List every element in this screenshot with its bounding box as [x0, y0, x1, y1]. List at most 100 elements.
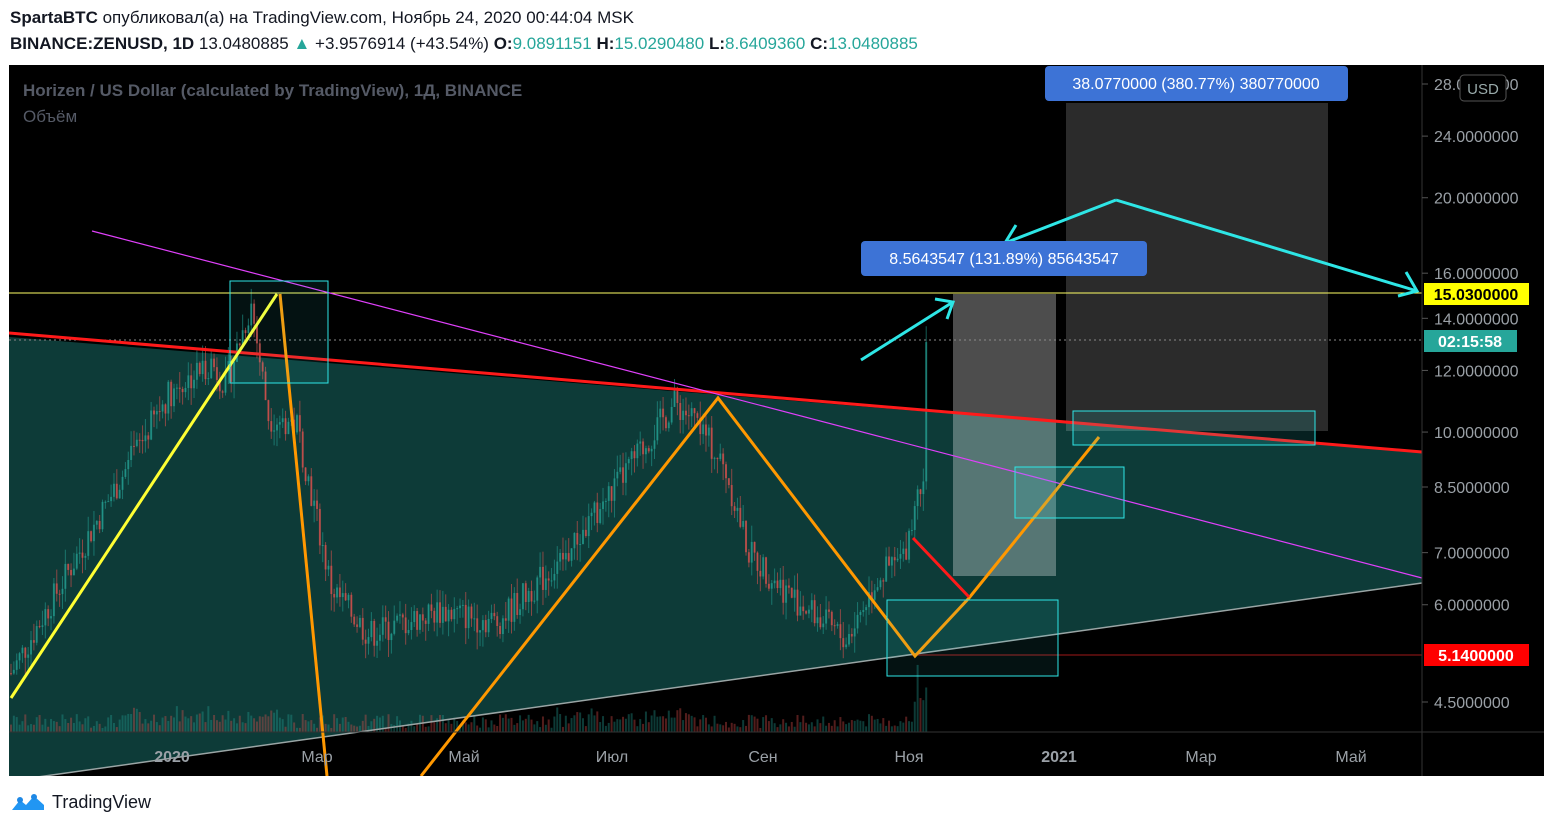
candle-body [193, 379, 196, 389]
candle-body [15, 660, 18, 670]
volume-bar [745, 725, 748, 732]
target-box-2[interactable] [1072, 410, 1316, 446]
resistance-trendline[interactable] [8, 331, 1423, 454]
volume-bar [38, 715, 41, 732]
price-tick-label: 24.0000000 [1434, 129, 1519, 146]
volume-bar [118, 719, 121, 732]
yellow-impulse-line[interactable] [9, 293, 279, 699]
volume-bar [710, 726, 713, 732]
volume-bar [876, 718, 879, 732]
candle-body [750, 541, 753, 563]
candle-body [384, 617, 387, 622]
candle-body [530, 591, 533, 602]
target-box-1[interactable] [1014, 466, 1125, 519]
volume-bar [896, 726, 899, 732]
breakout-line[interactable] [911, 536, 971, 599]
volume-bar [150, 720, 153, 732]
volume-bar [316, 727, 319, 732]
candle-body [467, 606, 470, 629]
candle-body [333, 594, 336, 598]
candle-body [656, 417, 659, 441]
volume-bar [50, 718, 53, 732]
volume-bar [905, 716, 908, 732]
author-name[interactable]: SpartaBTC [10, 8, 98, 27]
candle-body [310, 476, 313, 506]
support-trendline[interactable] [8, 582, 1423, 782]
candle-body [653, 440, 656, 449]
volume-bar [573, 715, 576, 732]
candle-body [61, 588, 64, 595]
candle-body [865, 607, 868, 611]
volume-bar [81, 724, 84, 732]
volume-bar [190, 716, 193, 732]
time-axis[interactable]: 2020 Мар Май Июл Сен Ноя 2021 Мар Май [154, 749, 1366, 766]
currency-button[interactable]: USD [1459, 74, 1507, 102]
volume-bar [727, 727, 730, 732]
volume-bar [327, 724, 330, 732]
candle-body [270, 421, 273, 432]
candle-body [32, 640, 35, 643]
volume-bar [870, 715, 873, 732]
volume-bar [733, 723, 736, 732]
volume-bar [481, 717, 484, 732]
candle-body [624, 463, 627, 483]
descending-trendline[interactable] [91, 230, 1423, 579]
candle-body [762, 557, 765, 577]
volume-bar [839, 717, 842, 732]
volume-bar [247, 711, 250, 732]
volume-bar [676, 710, 679, 732]
tradingview-brand[interactable]: TradingView [10, 792, 151, 813]
volume-bar [664, 718, 667, 732]
top-highlight-box[interactable] [229, 280, 329, 384]
candle-body [919, 489, 922, 495]
volume-bar [107, 717, 110, 732]
candle-body [670, 406, 673, 423]
candle-body [153, 410, 155, 415]
volume-bar [541, 716, 544, 732]
chart-frame[interactable]: Horizen / US Dollar (calculated by Tradi… [8, 65, 1544, 782]
volume-bar [55, 721, 58, 732]
candle-body [602, 501, 605, 510]
chart-canvas[interactable]: Horizen / US Dollar (calculated by Tradi… [8, 65, 1544, 782]
candle-body [87, 531, 90, 556]
volume-bar [836, 726, 839, 732]
candle-body [856, 614, 859, 629]
volume-bar [830, 725, 833, 732]
candle-body [336, 587, 339, 598]
volume-bar [499, 714, 502, 732]
cyan-arrow-up[interactable] [860, 297, 956, 362]
candle-body [416, 611, 419, 630]
candle-body [527, 591, 530, 603]
volume-bar [805, 722, 808, 732]
candle-body [785, 585, 788, 603]
volume-bar [333, 714, 336, 732]
bottom-highlight-box[interactable] [886, 599, 1059, 677]
candle-body [725, 464, 727, 479]
volume-bar [450, 723, 453, 732]
orange-zigzag-line[interactable] [419, 395, 1101, 777]
volume-bar [916, 664, 919, 732]
candle-body [167, 381, 170, 414]
volume-bar [92, 725, 95, 732]
candle-body [833, 625, 836, 627]
volume-bar [67, 722, 70, 732]
volume-bar [396, 716, 399, 732]
volume-bar [487, 727, 490, 732]
volume-bar [530, 719, 533, 732]
orange-drop-line[interactable] [278, 293, 329, 777]
volume-bar [616, 719, 619, 732]
volume-bar [785, 722, 788, 732]
volume-bar [902, 722, 905, 732]
symbol-ohlc-line: BINANCE:ZENUSD, 1D 13.0480885 ▲ +3.95769… [10, 34, 918, 54]
measure-label-large[interactable]: 38.0770000 (380.77%) 380770000 [1045, 66, 1348, 101]
candle-body [673, 390, 676, 407]
measure-label-small[interactable]: 8.5643547 (131.89%) 85643547 [861, 241, 1147, 276]
candle-body [178, 387, 181, 389]
volume-bar [610, 716, 613, 732]
price-axis[interactable]: 28.000000024.000000020.000000016.0000000… [1422, 77, 1519, 712]
candle-body [636, 443, 639, 459]
candle-body [622, 467, 625, 483]
candle-body [424, 620, 427, 624]
volume-bar [759, 727, 762, 732]
volume-bar [227, 710, 230, 732]
